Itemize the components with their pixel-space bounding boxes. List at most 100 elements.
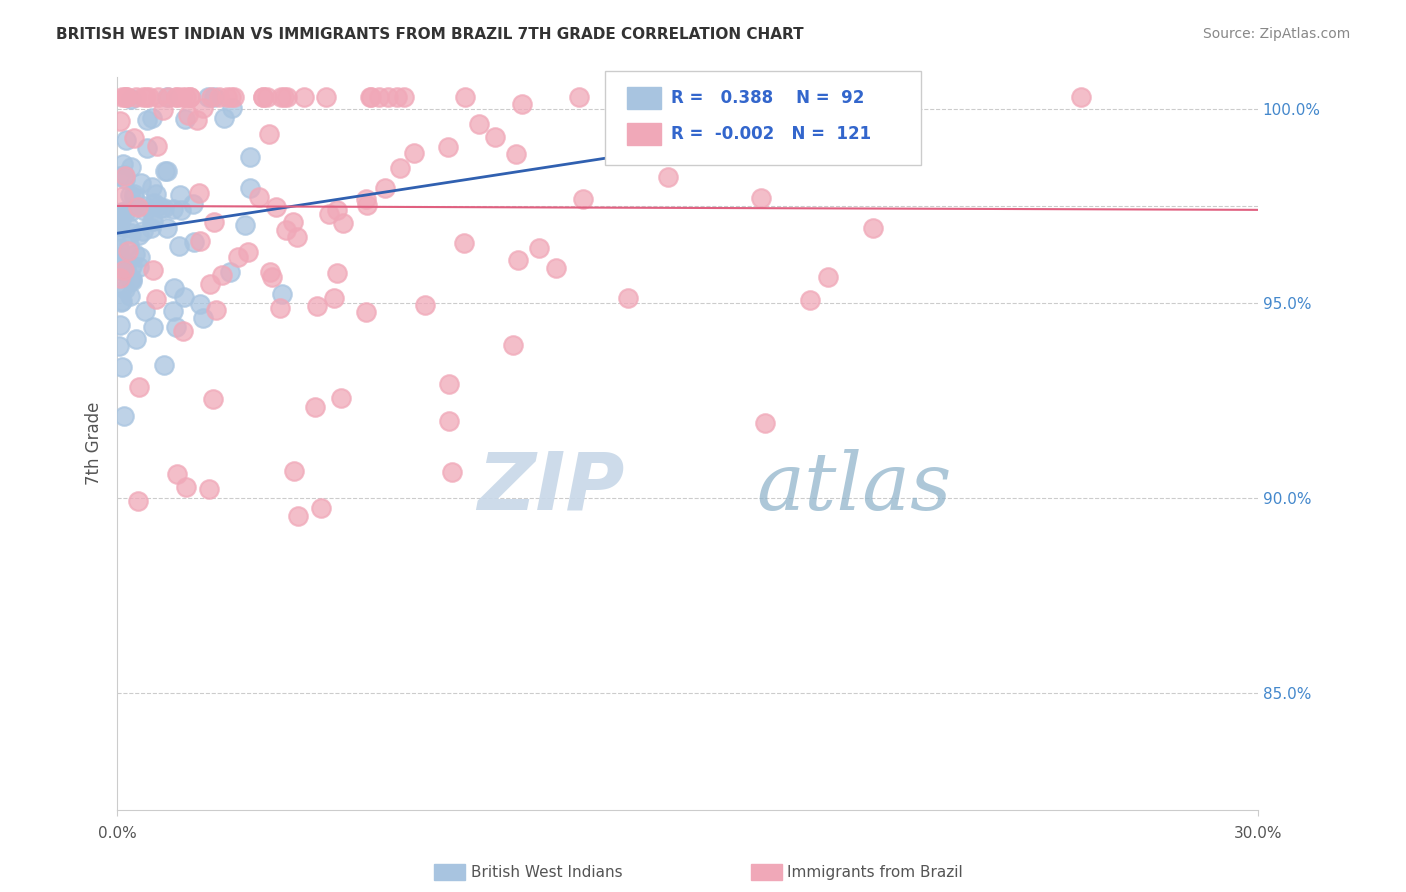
Point xyxy=(134,304,156,318)
Point xyxy=(156,163,179,178)
Point xyxy=(208,90,231,104)
Point xyxy=(148,199,170,213)
Point xyxy=(181,197,204,211)
Point xyxy=(124,198,146,212)
Point xyxy=(172,324,194,338)
Point xyxy=(1070,90,1092,104)
Point xyxy=(174,90,197,104)
Point xyxy=(377,90,399,104)
Point xyxy=(696,99,718,113)
Point xyxy=(568,90,591,104)
Point xyxy=(359,90,381,104)
Point xyxy=(157,90,180,104)
Point xyxy=(124,246,146,260)
Point xyxy=(440,466,463,480)
Point xyxy=(332,216,354,230)
Point xyxy=(257,127,280,141)
Point xyxy=(221,101,243,115)
Point xyxy=(315,90,337,104)
Point xyxy=(114,204,136,219)
Point xyxy=(142,263,165,277)
Point xyxy=(226,250,249,264)
Point xyxy=(323,291,346,305)
Point xyxy=(112,254,135,268)
Point xyxy=(125,332,148,346)
Point xyxy=(121,259,143,273)
Point xyxy=(141,112,163,126)
Point xyxy=(502,338,524,352)
Point xyxy=(527,240,550,254)
Point xyxy=(252,90,274,104)
Point xyxy=(111,188,134,202)
Point xyxy=(122,190,145,204)
Point xyxy=(114,260,136,275)
Point xyxy=(304,400,326,414)
Point xyxy=(271,287,294,301)
Text: atlas: atlas xyxy=(756,449,952,526)
Point xyxy=(165,319,187,334)
Point xyxy=(162,304,184,318)
Point xyxy=(108,241,131,255)
Point xyxy=(120,160,142,174)
Point xyxy=(111,280,134,294)
Point xyxy=(108,250,131,264)
Point xyxy=(413,298,436,312)
Point xyxy=(754,416,776,430)
Point xyxy=(468,118,491,132)
Point xyxy=(749,191,772,205)
Point xyxy=(437,140,460,154)
Point xyxy=(114,169,136,183)
Point xyxy=(617,292,640,306)
Point xyxy=(152,103,174,118)
Point xyxy=(508,252,530,267)
Point xyxy=(544,260,567,275)
Point xyxy=(146,139,169,153)
Point xyxy=(117,238,139,252)
Point xyxy=(114,172,136,186)
Point xyxy=(167,239,190,253)
Point xyxy=(108,221,131,235)
Point xyxy=(325,266,347,280)
Y-axis label: 7th Grade: 7th Grade xyxy=(86,402,103,485)
Point xyxy=(108,219,131,234)
Point xyxy=(318,207,340,221)
Point xyxy=(170,90,193,104)
Point xyxy=(269,301,291,315)
Point xyxy=(127,494,149,508)
Point xyxy=(120,227,142,241)
Point xyxy=(200,90,222,104)
Point xyxy=(239,180,262,194)
Point xyxy=(202,215,225,229)
Point xyxy=(292,90,315,104)
Point xyxy=(571,192,593,206)
Point xyxy=(260,270,283,285)
Point xyxy=(256,90,278,104)
Point xyxy=(222,90,245,104)
Point xyxy=(264,200,287,214)
Point xyxy=(179,90,201,104)
Point xyxy=(114,90,136,104)
Text: R =   0.388    N =  92: R = 0.388 N = 92 xyxy=(671,89,865,107)
Point xyxy=(354,192,377,206)
Point xyxy=(233,218,256,232)
Point xyxy=(510,96,533,111)
Point xyxy=(202,90,225,104)
Point xyxy=(166,90,188,104)
Point xyxy=(197,90,219,104)
Point xyxy=(127,200,149,214)
Point xyxy=(141,179,163,194)
Point xyxy=(179,90,201,104)
Point xyxy=(388,161,411,176)
Point xyxy=(212,112,235,126)
Point xyxy=(884,90,907,104)
Point xyxy=(110,114,132,128)
Point xyxy=(621,136,644,150)
Point xyxy=(505,146,527,161)
Point xyxy=(305,299,328,313)
Point xyxy=(799,293,821,308)
Point xyxy=(143,196,166,211)
Text: ZIP: ZIP xyxy=(478,449,624,526)
Point xyxy=(219,265,242,279)
Point xyxy=(657,170,679,185)
Point xyxy=(145,293,167,307)
